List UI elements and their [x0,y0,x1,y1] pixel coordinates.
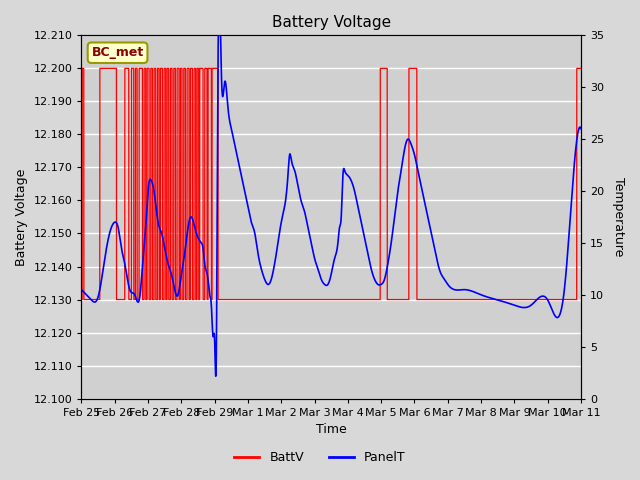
Text: BC_met: BC_met [92,46,144,59]
Title: Battery Voltage: Battery Voltage [271,15,391,30]
Legend: BattV, PanelT: BattV, PanelT [229,446,411,469]
Y-axis label: Battery Voltage: Battery Voltage [15,168,28,265]
X-axis label: Time: Time [316,423,347,436]
Y-axis label: Temperature: Temperature [612,177,625,257]
